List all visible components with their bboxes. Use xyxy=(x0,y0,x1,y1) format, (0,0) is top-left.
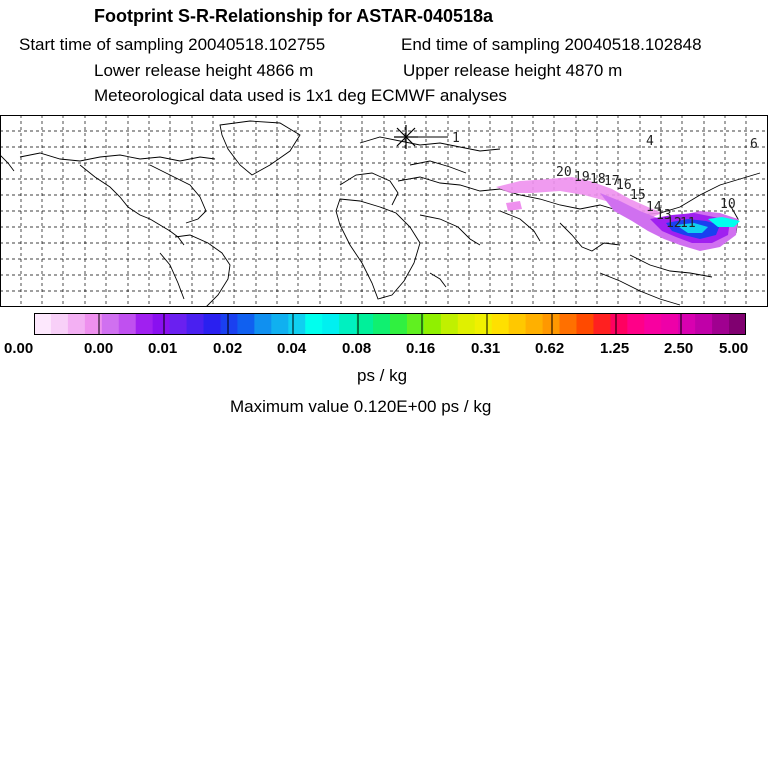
colorbar-frame xyxy=(34,313,746,335)
colorbar-cell xyxy=(695,313,713,335)
colorbar-cell xyxy=(118,313,137,335)
colorbar-cell xyxy=(542,313,561,335)
colorbar-cell xyxy=(593,313,611,335)
colorbar-cell xyxy=(67,313,86,335)
colorbar-cell xyxy=(678,313,696,335)
colorbar-cell xyxy=(237,313,255,335)
colorbar-tick-label: 0.04 xyxy=(277,340,307,357)
traj-label: 10 xyxy=(720,197,736,212)
colorbar-cell xyxy=(271,313,289,335)
colorbar-dividers xyxy=(98,313,682,335)
colorbar-unit-label: ps / kg xyxy=(357,366,408,385)
colorbar-cells xyxy=(34,313,746,335)
traj-label: 15 xyxy=(630,188,646,203)
traj-label: 17 xyxy=(604,174,620,189)
colorbar-cell xyxy=(356,313,374,335)
colorbar-tick-label: 0.16 xyxy=(406,340,436,357)
colorbar-cell xyxy=(152,313,171,335)
colorbar-cell xyxy=(474,313,493,335)
colorbar-cell xyxy=(220,313,239,335)
colorbar-cell xyxy=(34,313,52,335)
colorbar-cell xyxy=(305,313,323,335)
colorbar-cell xyxy=(406,313,425,335)
trajectory-labels: 1 4 6 20 19 18 17 16 15 14 13 12 11 10 xyxy=(452,131,758,231)
colorbar-cell xyxy=(610,313,628,335)
figure-title: Footprint S-R-Relationship for ASTAR-040… xyxy=(94,6,494,26)
traj-label: 4 xyxy=(646,134,654,149)
colorbar-cell xyxy=(525,313,544,335)
traj-label: 16 xyxy=(616,178,632,193)
colorbar-cell xyxy=(169,313,188,335)
colorbar-tick-label: 0.00 xyxy=(4,340,34,357)
colorbar-cell xyxy=(457,313,476,335)
traj-label: 14 xyxy=(646,200,662,215)
colorbar-cell xyxy=(203,313,222,335)
traj-label: 12 xyxy=(666,216,682,231)
colorbar-cell xyxy=(508,313,527,335)
start-time-label: Start time of sampling 20040518.102755 xyxy=(19,35,326,54)
colorbar-tick-label: 0.08 xyxy=(342,340,372,357)
colorbar-cell xyxy=(84,313,103,335)
colorbar-tick-label: 0.31 xyxy=(471,340,501,357)
colorbar xyxy=(34,313,746,335)
colorbar-cell xyxy=(339,313,357,335)
traj-label: 20 xyxy=(556,165,572,180)
traj-label: 6 xyxy=(750,137,758,152)
colorbar-cell xyxy=(101,313,120,335)
colorbar-cell xyxy=(135,313,154,335)
traj-label: 1 xyxy=(452,131,460,146)
traj-label: 11 xyxy=(680,216,696,231)
colorbar-cell xyxy=(254,313,272,335)
colorbar-cell xyxy=(288,313,306,335)
colorbar-tick-label: 1.25 xyxy=(600,340,630,357)
traj-label: 13 xyxy=(656,208,672,223)
colorbar-cell xyxy=(712,313,730,335)
maximum-value-label: Maximum value 0.120E+00 ps / kg xyxy=(230,397,492,416)
upper-height-label: Upper release height 4870 m xyxy=(403,61,623,80)
footprint-plume xyxy=(496,177,740,251)
colorbar-cell xyxy=(576,313,595,335)
lat-lon-grid xyxy=(0,115,768,307)
colorbar-cell xyxy=(729,313,746,335)
met-data-label: Meteorological data used is 1x1 deg ECMW… xyxy=(94,86,507,105)
colorbar-tick-label: 0.01 xyxy=(148,340,178,357)
footprint-map: 1 4 6 20 19 18 17 16 15 14 13 12 11 10 xyxy=(0,115,768,307)
coastlines xyxy=(0,120,761,307)
colorbar-cell xyxy=(440,313,459,335)
colorbar-cell xyxy=(627,313,645,335)
colorbar-cell xyxy=(661,313,679,335)
traj-label: 18 xyxy=(590,172,606,187)
colorbar-cell xyxy=(644,313,662,335)
colorbar-cell xyxy=(491,313,510,335)
lower-height-label: Lower release height 4866 m xyxy=(94,61,314,80)
colorbar-tick-label: 0.00 xyxy=(84,340,114,357)
end-time-label: End time of sampling 20040518.102848 xyxy=(401,35,702,54)
colorbar-cell xyxy=(423,313,442,335)
colorbar-cell xyxy=(373,313,391,335)
colorbar-tick-label: 0.02 xyxy=(213,340,243,357)
colorbar-cell xyxy=(559,313,578,335)
colorbar-tick-label: 0.62 xyxy=(535,340,565,357)
colorbar-cell xyxy=(50,313,69,335)
colorbar-tick-label: 5.00 xyxy=(719,340,749,357)
colorbar-cell xyxy=(390,313,408,335)
traj-label: 19 xyxy=(574,170,590,185)
colorbar-tick-label: 2.50 xyxy=(664,340,694,357)
colorbar-cell xyxy=(186,313,205,335)
colorbar-cell xyxy=(322,313,340,335)
